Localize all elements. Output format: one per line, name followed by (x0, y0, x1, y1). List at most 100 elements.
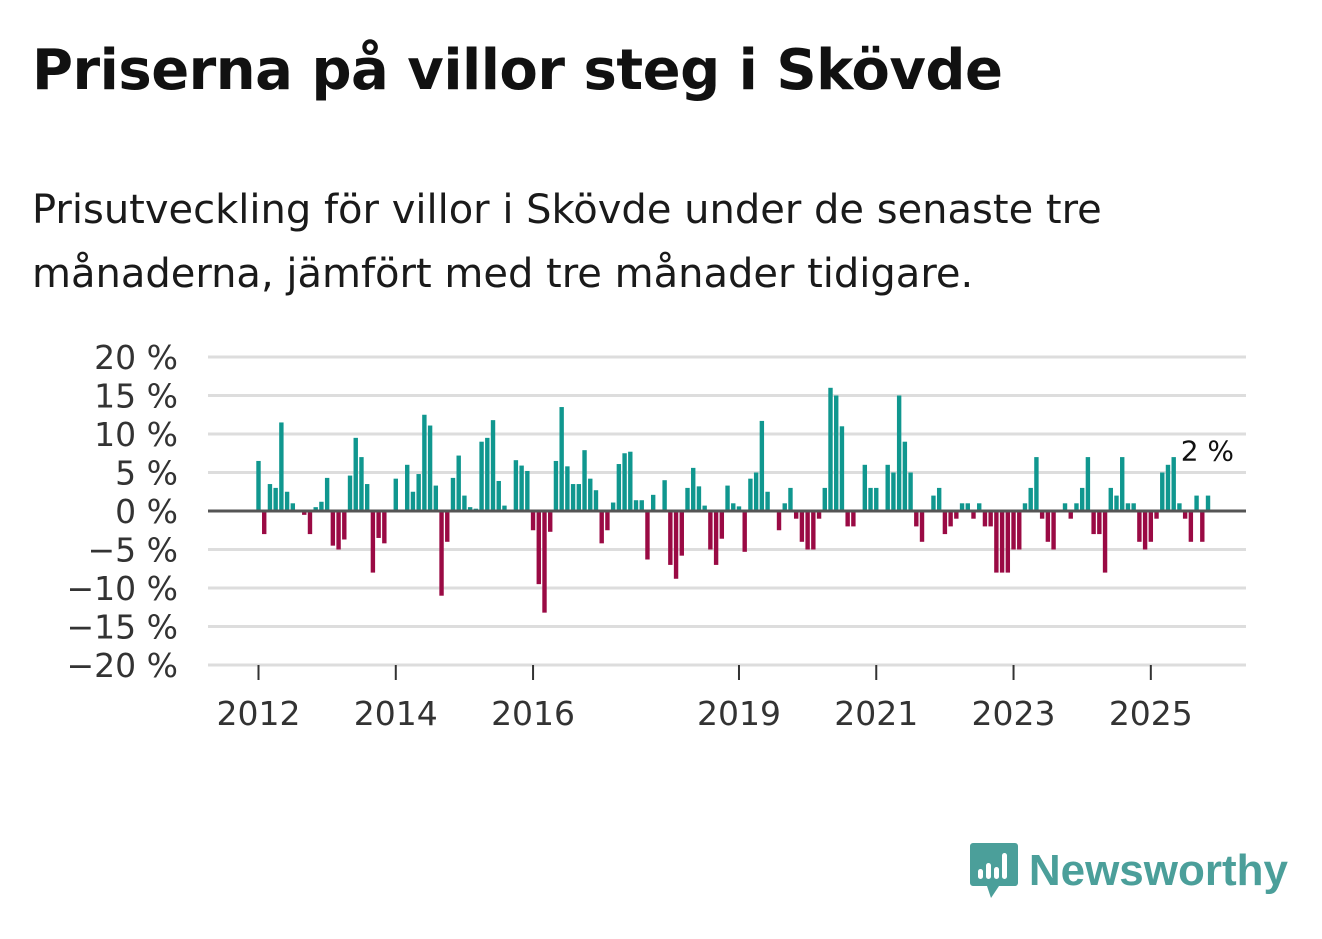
bar (330, 511, 336, 546)
bar (902, 441, 908, 511)
bar (936, 487, 942, 511)
bar (793, 511, 799, 519)
bar (805, 511, 810, 550)
bar (742, 511, 747, 552)
x-tick-label: 2021 (834, 694, 918, 733)
bar (370, 511, 376, 573)
y-tick-label: −10 % (67, 569, 179, 608)
bar (708, 511, 713, 550)
bar (982, 511, 988, 527)
bar (914, 511, 919, 527)
bar (610, 502, 616, 511)
bar (959, 503, 965, 511)
bar (1079, 487, 1085, 511)
bar (834, 395, 839, 511)
bar (416, 474, 421, 511)
y-tick-label: 20 % (94, 338, 178, 377)
bar (725, 485, 730, 511)
bar (622, 453, 627, 511)
bar (496, 480, 501, 511)
bar (1017, 511, 1022, 550)
bar (633, 500, 639, 511)
x-axis: 2012 2014 2016 2019 2021 2023 2025 (217, 665, 1193, 733)
bar (977, 503, 982, 511)
bar (845, 511, 850, 527)
y-axis-labels: 20 %15 %10 %5 %0 %−5 %−10 %−15 %−20 % (67, 338, 179, 685)
bar (816, 511, 822, 519)
bar (1011, 511, 1016, 550)
bar (908, 472, 913, 511)
bar (616, 464, 622, 511)
bar (1085, 457, 1091, 511)
bar (290, 503, 296, 511)
bar (536, 511, 541, 585)
x-tick-label: 2012 (217, 694, 301, 733)
bar (439, 511, 444, 596)
bar (1194, 495, 1199, 511)
bar (576, 484, 582, 511)
bar (1045, 511, 1051, 542)
bar (262, 511, 267, 535)
bar (393, 478, 398, 511)
y-tick-label: 15 % (94, 377, 178, 416)
bar (822, 487, 827, 511)
x-tick-label: 2019 (697, 694, 781, 733)
bar (273, 487, 278, 511)
bar (530, 511, 536, 531)
bar (1125, 503, 1131, 511)
bar (513, 460, 519, 511)
bar (1142, 511, 1148, 550)
bar (965, 503, 970, 511)
bar (942, 511, 948, 535)
bar (525, 470, 530, 511)
bar (279, 422, 284, 511)
bar (1062, 503, 1068, 511)
bar (896, 395, 902, 511)
chart-subtitle: Prisutveckling för villor i Skövde under… (32, 187, 1102, 297)
bar (851, 511, 856, 527)
y-tick-label: 10 % (94, 415, 178, 454)
bar (862, 464, 868, 511)
bar (1074, 503, 1079, 511)
bar (1005, 511, 1011, 573)
chart-title: Priserna på villor steg i Skövde (32, 38, 1003, 103)
bar (788, 487, 793, 511)
bar (347, 475, 353, 511)
bar (874, 487, 879, 511)
bar (307, 511, 313, 535)
bar (405, 464, 410, 511)
bar (1051, 511, 1056, 550)
bar (267, 484, 273, 511)
bar (1148, 511, 1154, 542)
newsworthy-logo: Newsworthy (969, 841, 1288, 901)
bar (673, 511, 679, 579)
bar (988, 511, 993, 527)
bar (931, 495, 936, 511)
bar (891, 472, 896, 511)
bar (376, 511, 381, 538)
bar (954, 511, 959, 519)
bar (456, 455, 461, 511)
bar (753, 472, 759, 511)
bar (765, 491, 770, 511)
bar (410, 491, 416, 511)
bar (650, 494, 656, 511)
bar (668, 511, 673, 565)
grid-lines (208, 355, 1246, 667)
bar (1114, 495, 1119, 511)
bar (811, 511, 816, 550)
bar (1034, 457, 1039, 511)
bar (599, 511, 604, 544)
bar (553, 460, 559, 511)
bar (559, 407, 564, 511)
bar (450, 477, 456, 511)
x-tick-label: 2014 (354, 694, 438, 733)
bar (593, 490, 599, 511)
bar (542, 511, 547, 613)
x-tick-label: 2016 (491, 694, 575, 733)
bar (548, 511, 553, 532)
bar (1154, 511, 1159, 519)
bar (1022, 503, 1028, 511)
bars (256, 387, 1211, 613)
annotations: 2 % (1181, 435, 1234, 468)
